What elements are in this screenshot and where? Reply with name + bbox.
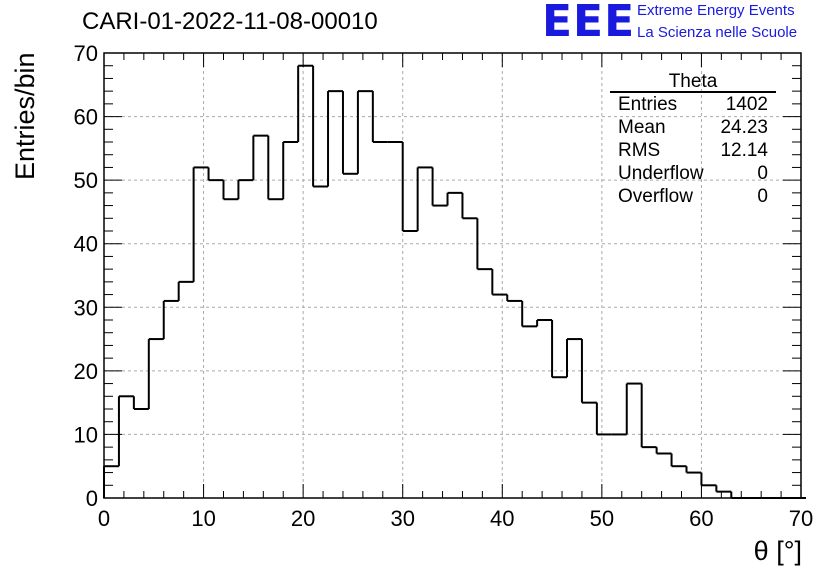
stats-row-value: 0: [757, 163, 768, 184]
stats-row-value: 1402: [725, 94, 768, 115]
x-tick-label: 0: [98, 506, 110, 531]
stats-row-label: Overflow: [618, 186, 693, 207]
y-tick-label: 50: [74, 168, 98, 193]
stats-row-label: RMS: [618, 140, 661, 161]
x-axis-label: θ [°]: [753, 536, 802, 566]
stats-row: Entries 1402: [610, 93, 776, 116]
eee-logo: EEE: [542, 0, 636, 47]
stats-row-value: 0: [757, 186, 768, 207]
axis-ticks: [103, 52, 802, 499]
x-tick-label: 40: [490, 506, 514, 531]
y-tick-label: 60: [74, 105, 98, 130]
stats-row-value: 12.14: [720, 140, 768, 161]
stats-rows: Entries 1402 Mean 24.23 RMS 12.14 Underflow 0 Ov…: [610, 93, 776, 208]
logo-line-2: La Scienza nelle Scuole: [637, 24, 798, 41]
stats-box: Theta Entries 1402 Mean 24.23 RMS 12.14 Underf…: [610, 72, 776, 208]
x-tick-label: 10: [191, 506, 215, 531]
plot-frame: [103, 52, 802, 499]
stats-row: Underflow 0: [610, 162, 776, 185]
x-tick-label: 60: [689, 506, 713, 531]
axis-tick-labels: 0 10 20 30 40 50 60 70 0 10 20 30 40 50 60 70: [74, 41, 814, 531]
y-tick-label: 40: [74, 232, 98, 257]
stats-row-label: Mean: [618, 117, 666, 138]
x-tick-label: 20: [291, 506, 315, 531]
x-tick-label: 30: [390, 506, 414, 531]
y-axis-label: Entries/bin: [10, 52, 40, 180]
stats-title: Theta: [610, 72, 776, 93]
grid-lines: [104, 53, 801, 498]
x-tick-label: 70: [789, 506, 813, 531]
chart-title: CARI-01-2022-11-08-00010: [82, 8, 378, 35]
stats-row-label: Underflow: [618, 163, 704, 184]
logo-line-1: Extreme Energy Events: [637, 2, 795, 19]
stats-row-value: 24.23: [720, 117, 768, 138]
stats-row-label: Entries: [618, 94, 678, 115]
y-tick-label: 70: [74, 41, 98, 66]
y-tick-label: 30: [74, 295, 98, 320]
y-tick-label: 20: [74, 359, 98, 384]
y-tick-label: 10: [74, 422, 98, 447]
stats-row: Mean 24.23: [610, 116, 776, 139]
stats-row: RMS 12.14: [610, 139, 776, 162]
x-tick-label: 50: [590, 506, 614, 531]
y-tick-label: 0: [86, 486, 98, 511]
stats-row: Overflow 0: [610, 185, 776, 208]
